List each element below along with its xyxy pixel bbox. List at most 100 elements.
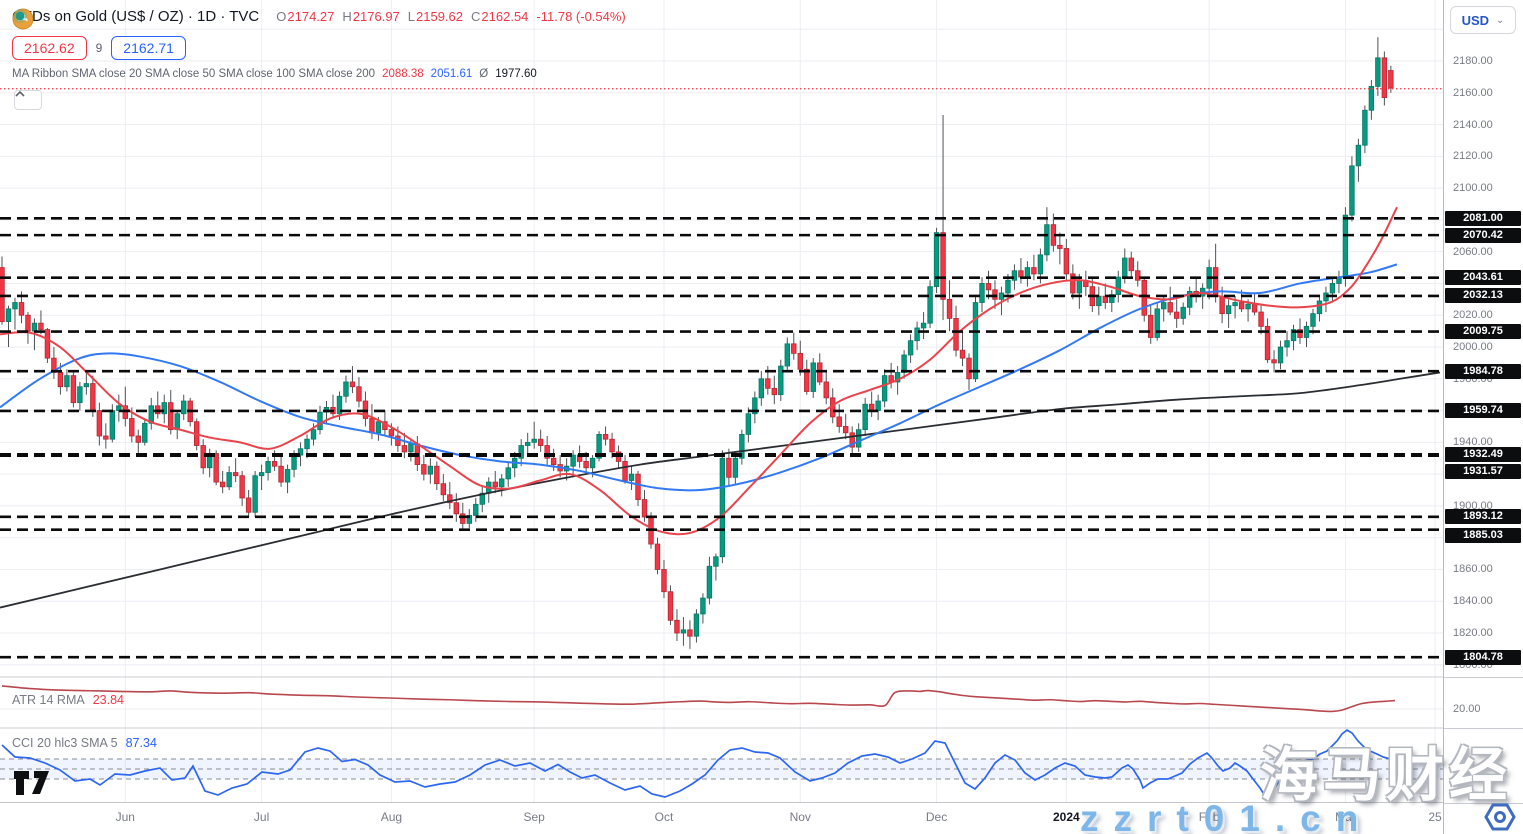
candle-body xyxy=(499,478,505,488)
candle-body xyxy=(252,475,258,513)
candle-body xyxy=(661,569,667,593)
price-axis[interactable]: USD ⌄ 2180.00 2160.00 2140.00 2120.00 2100.0… xyxy=(1443,0,1523,834)
price-level-badge: 2032.13 xyxy=(1445,288,1521,304)
market-status-dot-icon[interactable] xyxy=(12,8,28,24)
candle-body xyxy=(1284,340,1290,348)
candle-body xyxy=(25,314,31,332)
time-axis-label: Mar xyxy=(1335,810,1356,824)
price-axis-label: 1840.00 xyxy=(1453,595,1493,608)
candle-body xyxy=(1011,270,1018,281)
pane-divider xyxy=(1444,728,1523,729)
time-axis[interactable]: Jun Jul Aug Sep Oct Nov Dec 2024 Feb Mar 25 xyxy=(0,803,1443,834)
candle-body xyxy=(245,497,252,513)
candle-body xyxy=(271,461,278,467)
candle-body xyxy=(1167,302,1173,313)
candle-body xyxy=(161,402,167,415)
candle-body xyxy=(719,457,726,558)
currency-label: USD xyxy=(1461,12,1490,28)
candle-body xyxy=(667,591,674,621)
candle-body xyxy=(687,629,693,637)
cci-line[interactable] xyxy=(1,728,1396,798)
atr-label: ATR 14 RMA xyxy=(12,693,85,707)
candle-body xyxy=(992,289,998,300)
candle-body xyxy=(109,410,116,440)
candle-body xyxy=(1186,290,1193,308)
candle-body xyxy=(1225,305,1232,315)
candle-body xyxy=(739,434,745,459)
collapse-legend-button[interactable] xyxy=(14,90,42,110)
candle-body xyxy=(979,283,985,303)
price-level-badge: 2009.75 xyxy=(1445,324,1521,340)
time-axis-label: Dec xyxy=(925,810,948,824)
candle-body xyxy=(356,386,362,402)
candle-body xyxy=(239,475,245,499)
candle-body xyxy=(635,473,641,500)
candle-body xyxy=(589,457,596,469)
candle-body xyxy=(1219,295,1225,315)
cci-legend[interactable]: CCI 20 hlc3 SMA 5 87.34 xyxy=(12,736,157,750)
candle-body xyxy=(57,372,64,388)
candle-body xyxy=(713,556,719,567)
candle-body xyxy=(1277,346,1284,364)
candle-body xyxy=(1245,303,1251,310)
price-axis-label: 1900.00 xyxy=(1453,499,1493,512)
price-level-badge: 1893.12 xyxy=(1445,509,1521,525)
candle-body xyxy=(602,434,609,440)
candle-body xyxy=(336,395,343,415)
candle-body xyxy=(933,232,940,288)
time-axis-label: 2024 xyxy=(1053,810,1080,824)
candle-body xyxy=(1128,257,1134,272)
candle-body xyxy=(181,400,187,415)
support-resistance-levels[interactable] xyxy=(0,217,1443,659)
candle-body xyxy=(985,283,992,291)
pane-divider xyxy=(1444,803,1523,804)
candle-body xyxy=(1070,273,1076,294)
atr-line[interactable] xyxy=(1,685,1396,713)
candle-body xyxy=(38,322,44,330)
price-axis-label: 2120.00 xyxy=(1453,150,1493,163)
candle-body xyxy=(1388,70,1394,89)
sma200-line[interactable] xyxy=(0,371,1441,609)
time-axis-label: Nov xyxy=(789,810,811,824)
candle-body xyxy=(1173,311,1180,319)
candle-body xyxy=(1368,86,1375,111)
candle-body xyxy=(349,381,356,388)
candle-body xyxy=(284,468,291,483)
ma-ribbon-legend[interactable]: MA Ribbon SMA close 20 SMA close 50 SMA … xyxy=(12,68,537,80)
candle-body xyxy=(518,445,524,459)
sell-button[interactable]: 2162.62 xyxy=(12,36,87,60)
buy-button[interactable]: 2162.71 xyxy=(111,36,186,60)
candle-body xyxy=(674,619,680,634)
time-axis-label: Aug xyxy=(380,810,403,824)
candle-body xyxy=(64,375,70,388)
candle-body xyxy=(862,403,868,431)
candle-body xyxy=(550,457,557,465)
candle-body xyxy=(505,467,511,480)
price-level-badge: 1984.78 xyxy=(1445,363,1521,379)
price-level-badge: 1931.57 xyxy=(1445,464,1521,480)
candle-body xyxy=(1316,300,1323,315)
price-axis-label: 1820.00 xyxy=(1453,627,1493,640)
candle-body xyxy=(434,465,440,485)
candle-body xyxy=(765,378,771,389)
candle-body xyxy=(855,429,862,448)
candle-body xyxy=(771,387,778,396)
candle-body xyxy=(1271,359,1277,364)
candle-body xyxy=(959,349,966,359)
candle-body xyxy=(875,400,881,411)
candle-body xyxy=(752,397,758,415)
currency-selector[interactable]: USD ⌄ xyxy=(1450,6,1516,34)
atr-legend[interactable]: ATR 14 RMA 23.84 xyxy=(12,693,124,707)
candle-body xyxy=(213,453,219,483)
symbol-title[interactable]: CFDs on Gold (US$ / OZ) · 1D · TVC xyxy=(12,8,260,25)
candle-body xyxy=(453,502,459,515)
atr-value: 23.84 xyxy=(92,693,124,707)
candle-body xyxy=(1381,57,1388,98)
candle-body xyxy=(894,372,901,383)
candle-body xyxy=(369,418,375,434)
chart-canvas[interactable] xyxy=(0,0,1443,834)
candle-body xyxy=(628,473,635,481)
candle-body xyxy=(1057,244,1063,249)
vertical-gridlines xyxy=(124,0,1436,803)
price-axis-label: 2180.00 xyxy=(1453,55,1493,67)
